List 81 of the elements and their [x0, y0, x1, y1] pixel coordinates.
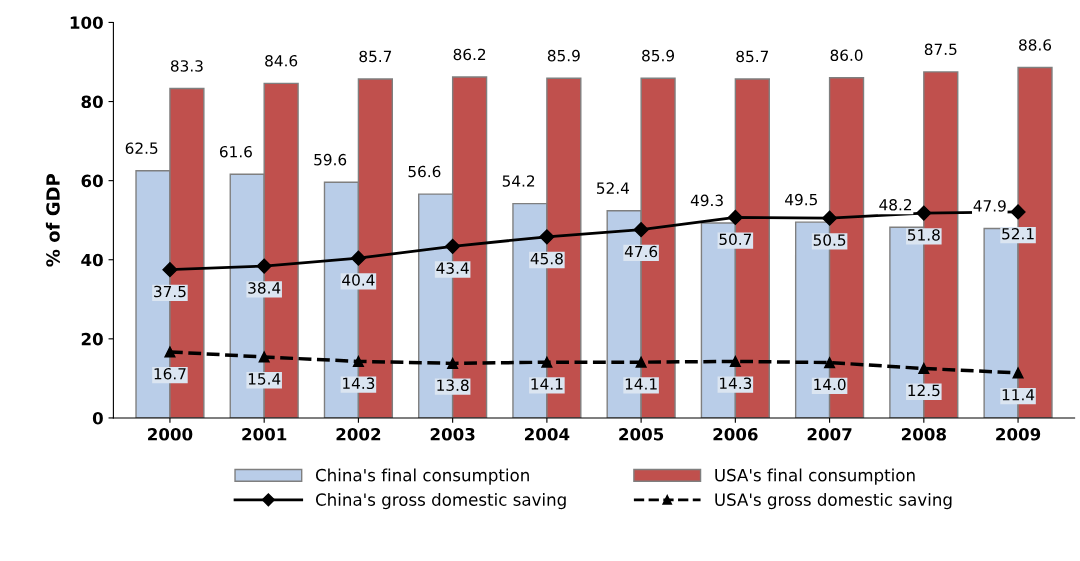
data-label: 15.4: [248, 373, 281, 385]
data-label: 14.1: [531, 378, 563, 390]
data-label: 50.5: [813, 234, 846, 246]
point: [822, 210, 838, 226]
data-label: 45.8: [530, 252, 563, 265]
legend-label: China's final consumption: [315, 468, 529, 485]
data-label: 85.9: [642, 49, 675, 62]
data-label: 37.5: [154, 285, 186, 298]
data-label: 52.4: [597, 182, 629, 194]
y-tick-label: 80: [81, 95, 103, 109]
x-tick-label: 2009: [996, 427, 1041, 441]
x-tick-label: 2008: [901, 427, 946, 441]
point: [916, 205, 932, 221]
point: [1012, 367, 1024, 379]
x-tick-label: 2007: [807, 427, 852, 441]
data-label: 48.2: [879, 198, 912, 211]
data-label: 12.5: [908, 384, 940, 397]
data-label: 49.5: [785, 193, 817, 206]
legend-label: China's gross domestic saving: [315, 493, 566, 510]
data-label: 40.4: [342, 274, 375, 286]
point: [727, 209, 743, 225]
data-label: 16.7: [154, 367, 186, 380]
point: [633, 222, 649, 238]
point: [164, 346, 176, 358]
x-tick-label: 2000: [148, 427, 193, 441]
data-label: 47.6: [624, 245, 658, 258]
y-tick-label: 60: [81, 174, 103, 188]
data-label: 14.0: [814, 378, 846, 391]
point: [258, 351, 270, 363]
point: [352, 355, 364, 367]
data-label: 14.3: [343, 377, 375, 390]
point: [162, 262, 178, 278]
data-label: 14.3: [720, 377, 752, 390]
data-label: 84.6: [265, 54, 298, 67]
data-label: 61.6: [219, 145, 252, 158]
point: [729, 355, 741, 367]
point: [1010, 204, 1026, 220]
data-label: 49.3: [690, 194, 723, 207]
point: [445, 238, 461, 254]
data-label: 50.7: [719, 233, 752, 246]
data-label: 86.0: [830, 49, 863, 62]
legend-label: USA's final consumption: [715, 468, 915, 485]
data-label: 13.8: [437, 379, 469, 392]
data-label: 85.9: [547, 49, 580, 62]
data-label: 54.2: [502, 175, 535, 187]
point: [918, 362, 930, 375]
data-label: 85.7: [359, 50, 392, 63]
point: [824, 357, 836, 369]
x-tick-label: 2006: [713, 427, 758, 441]
x-tick-label: 2004: [525, 427, 570, 441]
data-label: 56.6: [408, 165, 441, 178]
data-label: 88.6: [1019, 39, 1052, 51]
y-tick-label: 20: [81, 332, 103, 346]
data-label: 43.4: [436, 262, 469, 274]
data-label: 85.7: [736, 50, 769, 63]
data-label: 14.1: [625, 378, 657, 390]
x-tick-label: 2001: [242, 427, 287, 441]
data-label: 47.9: [973, 200, 1006, 212]
legend-label: USA's gross domestic saving: [715, 493, 952, 510]
point: [447, 357, 459, 369]
x-tick-label: 2005: [619, 427, 664, 441]
y-tick-label: 0: [92, 411, 103, 425]
data-label: 51.8: [907, 229, 940, 241]
data-label: 59.6: [314, 153, 347, 166]
point: [635, 356, 647, 368]
data-label: 52.1: [1002, 227, 1034, 240]
point: [541, 356, 553, 368]
x-tick-label: 2003: [430, 427, 475, 441]
data-label: 62.5: [125, 142, 158, 154]
data-label: 83.3: [170, 60, 203, 72]
y-tick-label: 40: [81, 253, 103, 267]
y-axis-title: % of GDP: [45, 173, 60, 267]
data-label: 86.2: [453, 48, 486, 61]
y-tick-label: 100: [70, 16, 103, 30]
data-label: 87.5: [924, 43, 957, 56]
point: [350, 250, 366, 266]
data-label: 11.4: [1002, 389, 1035, 401]
point: [539, 229, 555, 245]
point: [256, 258, 272, 274]
x-tick-label: 2002: [336, 427, 381, 441]
data-label: 38.4: [248, 282, 281, 294]
